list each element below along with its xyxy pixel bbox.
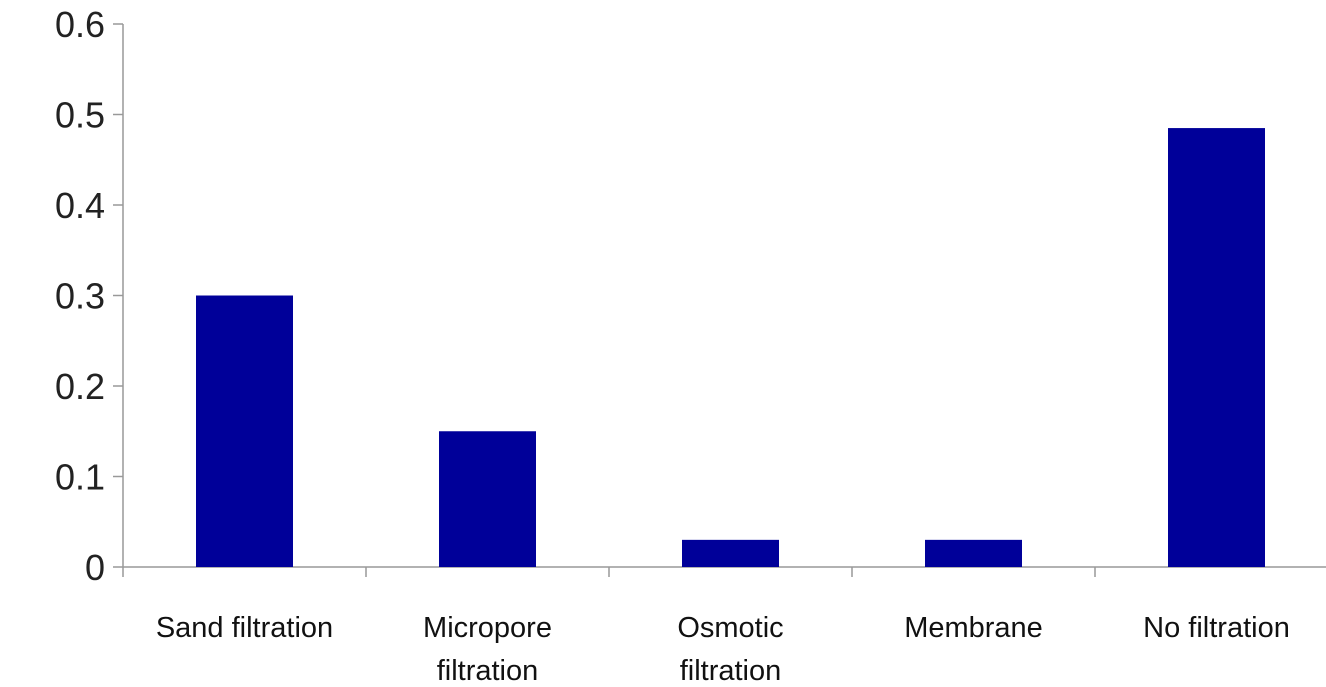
y-tick-label: 0.1 [55, 457, 105, 498]
y-tick-label: 0.6 [55, 4, 105, 45]
bar [1168, 128, 1265, 567]
bar [439, 431, 536, 567]
bar [682, 539, 779, 567]
y-tick-labels: 0 0.1 0.2 0.3 0.4 0.5 0.6 [55, 4, 105, 588]
y-tick-label: 0.2 [55, 366, 105, 407]
y-tick-label: 0.3 [55, 276, 105, 317]
x-tick-label: filtration [680, 655, 782, 687]
axes [113, 23, 1326, 577]
y-tick-label: 0 [85, 547, 105, 588]
x-tick-label: Osmotic [677, 612, 783, 644]
x-tick-label: Micropore [423, 612, 552, 644]
x-tick-label: Sand filtration [156, 612, 333, 644]
bars [196, 128, 1265, 567]
y-tick-label: 0.4 [55, 185, 105, 226]
bar [925, 539, 1022, 567]
bar [196, 295, 293, 567]
y-tick-label: 0.5 [55, 95, 105, 136]
x-tick-label: Membrane [904, 612, 1043, 644]
x-tick-label: filtration [437, 655, 539, 687]
x-tick-labels: Sand filtration Micropore filtration Osmoti… [156, 612, 1290, 687]
x-tick-label: No filtration [1143, 612, 1290, 644]
